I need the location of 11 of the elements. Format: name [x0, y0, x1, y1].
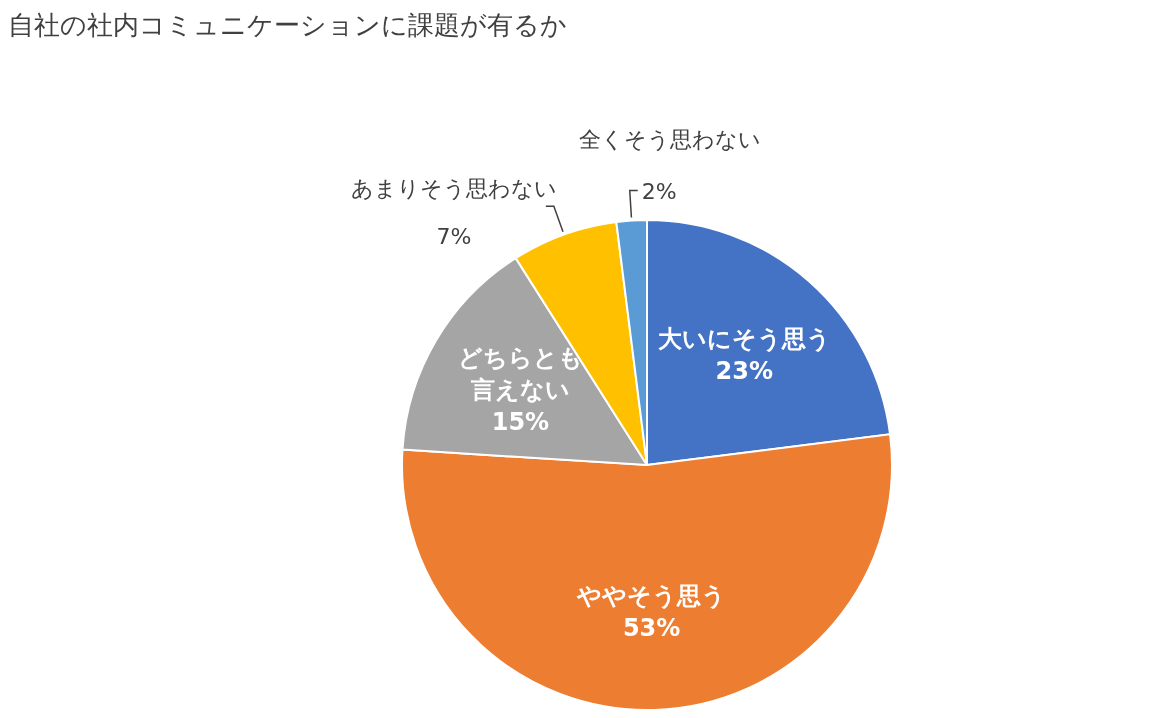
slice-label: どちらとも言えない: [456, 343, 584, 407]
data-label: 53%: [622, 612, 681, 644]
chart-title: 自社の社内コミュニケーションに課題が有るか: [8, 9, 568, 42]
data-label: 15%: [491, 407, 550, 439]
slice-label: 全くそう思わない: [578, 126, 761, 152]
slice-label: 大いにそう思う: [657, 323, 831, 355]
slice-label: あまりそう思わない: [350, 176, 557, 202]
data-label: 7%: [436, 224, 472, 250]
data-label: 2%: [641, 178, 677, 204]
data-label: 23%: [715, 355, 773, 387]
slice-label: ややそう思う: [577, 580, 727, 612]
